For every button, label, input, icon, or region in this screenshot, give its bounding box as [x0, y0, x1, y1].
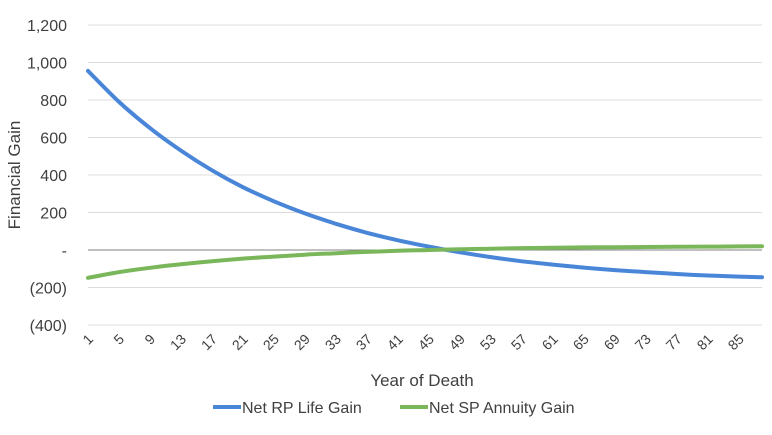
- x-tick-label: 85: [725, 331, 747, 353]
- legend-label: Net RP Life Gain: [242, 400, 362, 417]
- x-tick-label: 77: [663, 331, 685, 353]
- gridlines: [88, 24, 762, 326]
- x-tick-label: 37: [353, 331, 375, 353]
- x-tick-labels: 1 5 9 13 17 21 25 29 33 37 41 45 49 53 57 61 65 69 73 77 81 8…: [79, 331, 747, 353]
- y-tick-label: (200): [30, 281, 67, 298]
- x-tick-label: 1: [79, 331, 96, 348]
- legend: Net RP Life Gain Net SP Annuity Gain: [213, 400, 575, 417]
- series-line-1: [86, 68, 764, 280]
- x-tick-label: 5: [110, 331, 127, 348]
- x-tick-label: 65: [570, 331, 592, 353]
- x-tick-label: 73: [632, 331, 654, 353]
- x-tick-label: 45: [415, 331, 437, 353]
- x-tick-label: 81: [694, 331, 716, 353]
- legend-label: Net SP Annuity Gain: [429, 400, 575, 417]
- x-tick-label: 61: [539, 331, 561, 353]
- x-tick-label: 13: [167, 331, 189, 353]
- x-tick-label: 69: [601, 331, 623, 353]
- y-tick-label: (400): [30, 318, 67, 335]
- series-line-2: [86, 244, 764, 280]
- x-axis-label: Year of Death: [370, 371, 473, 390]
- y-tick-label: 200: [40, 206, 67, 223]
- x-tick-label: 49: [446, 331, 468, 353]
- y-tick-label: 600: [40, 131, 67, 148]
- x-tick-label: 29: [291, 331, 313, 353]
- y-tick-label: 1,200: [27, 18, 67, 35]
- y-tick-label: -: [62, 243, 67, 260]
- y-axis-label: Financial Gain: [5, 121, 24, 230]
- series-lines: [86, 68, 764, 280]
- x-tick-label: 21: [229, 331, 251, 353]
- y-tick-label: 800: [40, 93, 67, 110]
- y-tick-label: 400: [40, 168, 67, 185]
- x-tick-label: 9: [141, 331, 158, 348]
- x-tick-label: 25: [260, 331, 282, 353]
- x-tick-label: 53: [477, 331, 499, 353]
- x-tick-label: 57: [508, 331, 530, 353]
- y-tick-labels: 1,200 1,000 800 600 400 200 - (200) (400): [27, 18, 67, 335]
- x-tick-label: 41: [384, 331, 406, 353]
- y-tick-label: 1,000: [27, 56, 67, 73]
- x-tick-label: 33: [322, 331, 344, 353]
- x-tick-label: 17: [198, 331, 220, 353]
